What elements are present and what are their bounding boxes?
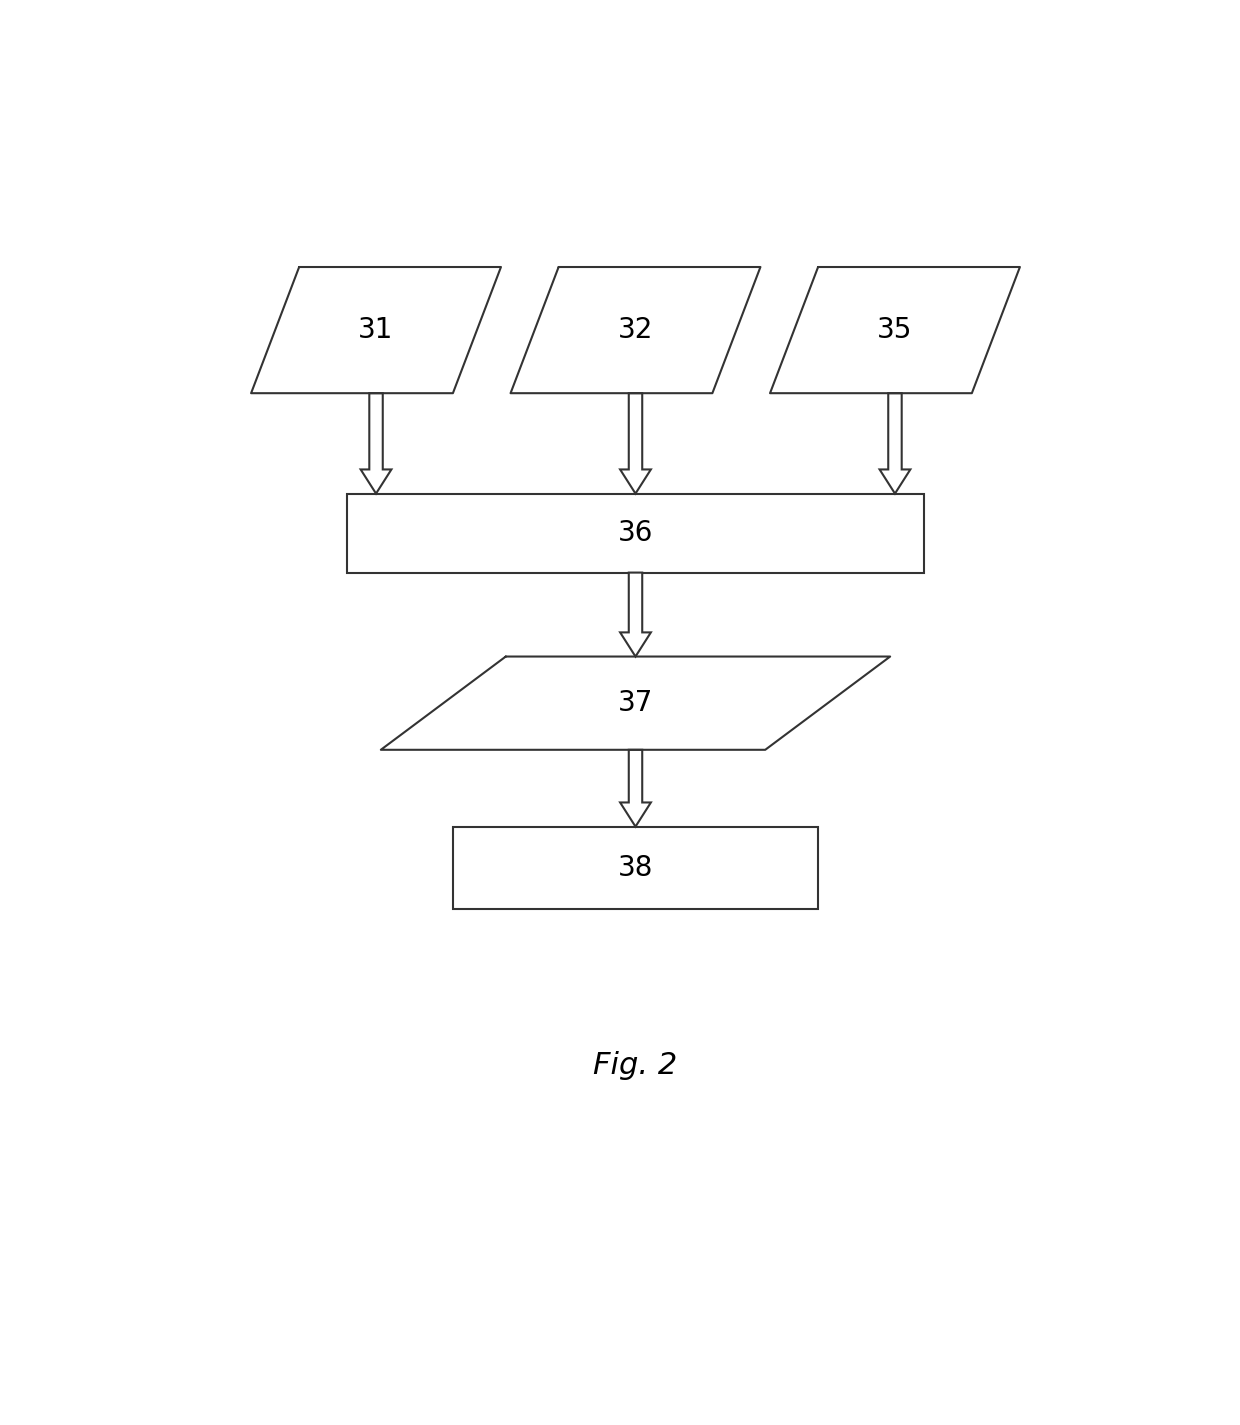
Polygon shape [620,393,651,493]
Text: 36: 36 [618,519,653,547]
Bar [347,493,924,573]
Text: 37: 37 [618,690,653,717]
Bar [453,826,818,909]
Polygon shape [620,750,651,826]
Text: 31: 31 [358,316,394,343]
Text: 32: 32 [618,316,653,343]
Polygon shape [879,393,910,493]
Text: 35: 35 [877,316,913,343]
Text: Fig. 2: Fig. 2 [594,1050,677,1080]
Text: 38: 38 [618,854,653,882]
Polygon shape [620,573,651,657]
Polygon shape [361,393,392,493]
